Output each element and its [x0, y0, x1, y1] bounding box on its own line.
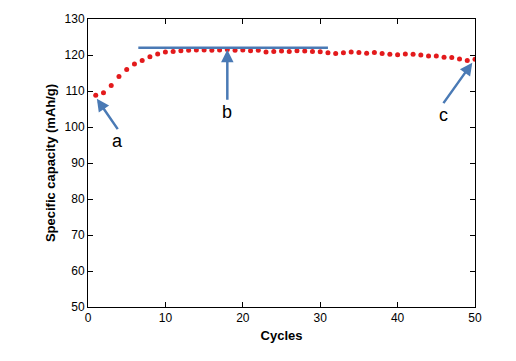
svg-text:120: 120 — [65, 48, 85, 62]
svg-text:70: 70 — [71, 228, 85, 242]
svg-text:a: a — [112, 131, 123, 151]
svg-text:90: 90 — [71, 156, 85, 170]
svg-text:40: 40 — [391, 311, 405, 325]
svg-text:Cycles: Cycles — [261, 328, 303, 343]
svg-text:50: 50 — [71, 300, 85, 314]
svg-text:110: 110 — [65, 84, 84, 98]
svg-text:80: 80 — [71, 192, 85, 206]
svg-text:c: c — [439, 105, 448, 125]
svg-text:50: 50 — [468, 311, 482, 325]
svg-text:130: 130 — [65, 12, 85, 26]
svg-text:30: 30 — [314, 311, 328, 325]
svg-text:10: 10 — [159, 311, 173, 325]
svg-text:100: 100 — [65, 120, 85, 134]
svg-text:Specific capacity (mAh/g): Specific capacity (mAh/g) — [43, 84, 58, 242]
svg-text:60: 60 — [71, 264, 85, 278]
svg-text:0: 0 — [85, 311, 92, 325]
svg-text:20: 20 — [236, 311, 250, 325]
svg-text:b: b — [222, 102, 232, 122]
